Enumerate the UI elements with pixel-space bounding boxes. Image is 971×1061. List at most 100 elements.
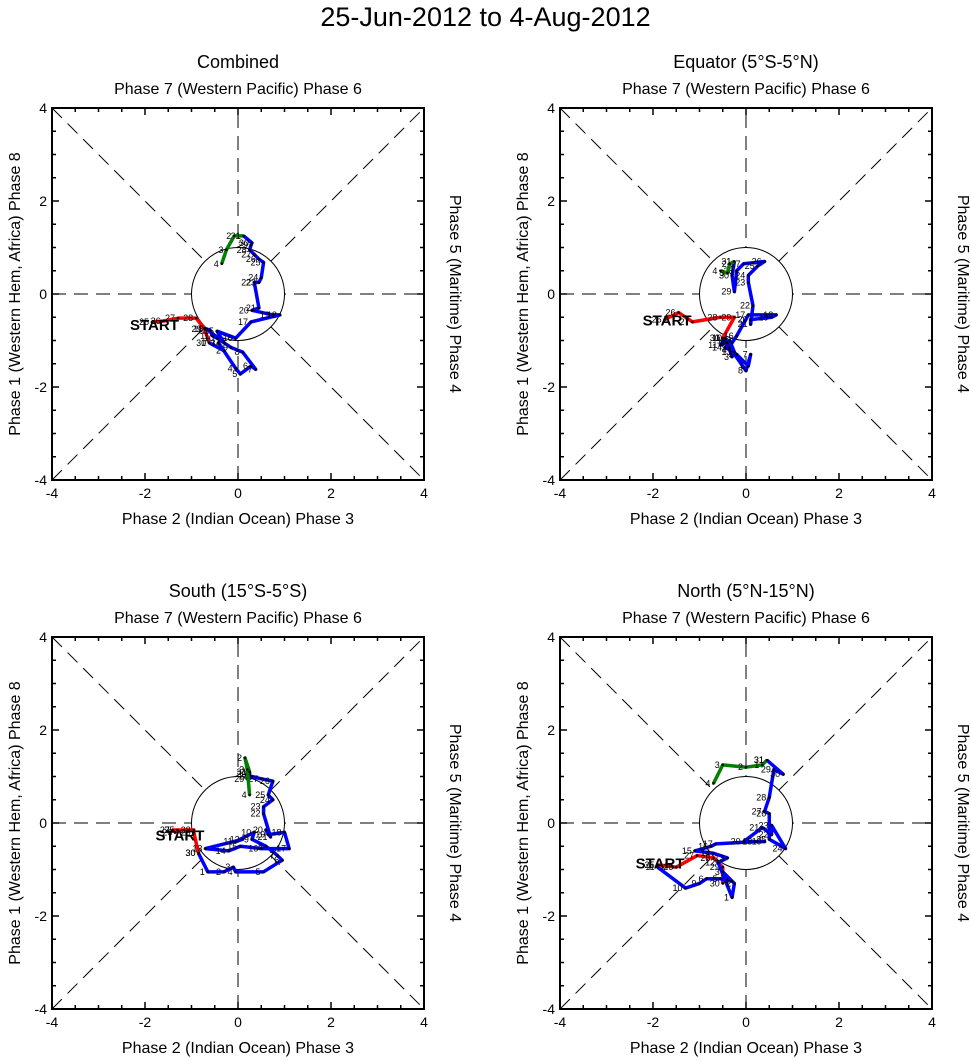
data-point bbox=[259, 847, 263, 850]
data-point bbox=[742, 262, 745, 266]
x-tick-label: -2 bbox=[647, 1014, 660, 1030]
start-label: START bbox=[643, 313, 692, 330]
data-point bbox=[254, 368, 257, 371]
day-label: 17 bbox=[276, 844, 286, 854]
series-line-june bbox=[663, 310, 737, 340]
day-label: 30 bbox=[237, 769, 247, 779]
data-point bbox=[192, 831, 196, 834]
data-point bbox=[250, 241, 254, 245]
day-label: 3 bbox=[715, 867, 720, 877]
data-point bbox=[733, 350, 736, 354]
top-axis-label: Phase 7 (Western Pacific) Phase 6 bbox=[114, 610, 362, 627]
day-label: 29 bbox=[238, 240, 248, 250]
data-point bbox=[781, 772, 785, 776]
day-label: 25 bbox=[139, 317, 149, 327]
x-tick-label: -4 bbox=[46, 485, 59, 501]
data-point bbox=[728, 262, 732, 266]
day-label: 29 bbox=[721, 312, 731, 322]
start-label: START bbox=[130, 317, 179, 334]
data-point bbox=[176, 316, 180, 320]
day-label: 7 bbox=[248, 364, 253, 374]
day-label: 29 bbox=[234, 774, 244, 784]
data-point bbox=[248, 248, 251, 252]
data-point bbox=[271, 313, 275, 317]
day-label: 2 bbox=[237, 753, 242, 763]
day-label: 27 bbox=[680, 317, 690, 327]
right-axis-label: Phase 5 (Maritime) Phase 4 bbox=[954, 724, 971, 922]
day-label: 26 bbox=[666, 308, 676, 318]
day-label: 1 bbox=[201, 338, 206, 348]
day-label: 13 bbox=[714, 853, 724, 863]
day-label: 27 bbox=[731, 259, 741, 269]
y-tick-label: 0 bbox=[547, 286, 555, 302]
day-label: 10 bbox=[204, 333, 214, 343]
x-tick-label: 2 bbox=[327, 1014, 335, 1030]
data-point bbox=[250, 837, 254, 841]
data-point bbox=[770, 315, 773, 319]
day-label: 11 bbox=[200, 331, 209, 341]
day-label: 4 bbox=[712, 266, 717, 276]
data-point bbox=[232, 234, 236, 238]
day-label: 12 bbox=[705, 858, 715, 868]
data-point bbox=[719, 877, 722, 881]
day-label: 25 bbox=[165, 825, 175, 835]
day-label: 11 bbox=[708, 340, 717, 350]
data-point bbox=[744, 765, 748, 769]
day-label: 26 bbox=[663, 862, 673, 872]
y-tick-label: -4 bbox=[543, 1001, 556, 1017]
data-point bbox=[257, 306, 261, 310]
day-label: 4 bbox=[705, 778, 710, 788]
data-point bbox=[728, 346, 732, 349]
day-label: 5 bbox=[712, 874, 717, 884]
day-label: 31 bbox=[237, 767, 247, 777]
day-label: 16 bbox=[724, 331, 734, 341]
panel-title: South (15°S-5°S) bbox=[169, 581, 307, 601]
day-label: 17 bbox=[735, 310, 745, 320]
y-tick-label: -2 bbox=[543, 379, 556, 395]
data-point bbox=[242, 234, 245, 238]
data-point bbox=[735, 353, 738, 356]
day-label: 1 bbox=[726, 256, 731, 266]
data-point bbox=[257, 281, 261, 284]
series-line-august bbox=[243, 756, 252, 796]
day-label: 30 bbox=[196, 338, 206, 348]
day-label: 16 bbox=[223, 333, 233, 343]
day-label: 28 bbox=[707, 312, 717, 322]
day-label: 26 bbox=[752, 256, 762, 266]
day-label: 23 bbox=[759, 820, 769, 830]
data-point bbox=[656, 863, 659, 867]
day-label: 6 bbox=[740, 361, 745, 371]
data-point bbox=[241, 350, 244, 354]
data-point bbox=[728, 339, 732, 342]
data-point bbox=[765, 758, 769, 762]
data-point bbox=[208, 328, 212, 332]
data-point bbox=[246, 768, 249, 771]
day-label: 4 bbox=[242, 790, 247, 800]
day-label: 29 bbox=[710, 862, 720, 872]
data-point bbox=[239, 844, 242, 848]
day-label: 7 bbox=[270, 851, 275, 861]
data-point bbox=[222, 349, 226, 353]
bottom-axis-label: Phase 2 (Indian Ocean) Phase 3 bbox=[122, 1040, 354, 1057]
data-point bbox=[278, 313, 282, 317]
day-label: 27 bbox=[248, 774, 258, 784]
day-label: 12 bbox=[717, 336, 727, 346]
day-label: 22 bbox=[759, 830, 769, 840]
day-label: 1 bbox=[754, 760, 759, 770]
data-point bbox=[760, 763, 764, 767]
y-tick-label: -2 bbox=[35, 379, 48, 395]
data-point bbox=[763, 810, 766, 813]
day-label: 22 bbox=[740, 301, 750, 311]
day-label: 6 bbox=[698, 874, 703, 884]
day-label: 26 bbox=[246, 254, 256, 264]
day-label: 21 bbox=[246, 303, 256, 313]
data-point bbox=[269, 835, 272, 839]
data-point bbox=[257, 257, 261, 261]
day-label: 3 bbox=[724, 352, 729, 362]
day-label: 3 bbox=[715, 760, 720, 770]
data-point bbox=[249, 320, 253, 324]
data-point bbox=[197, 851, 200, 855]
bottom-axis-label: Phase 2 (Indian Ocean) Phase 3 bbox=[630, 1040, 862, 1057]
day-label: 1 bbox=[236, 231, 241, 241]
day-label: 19 bbox=[752, 837, 762, 847]
